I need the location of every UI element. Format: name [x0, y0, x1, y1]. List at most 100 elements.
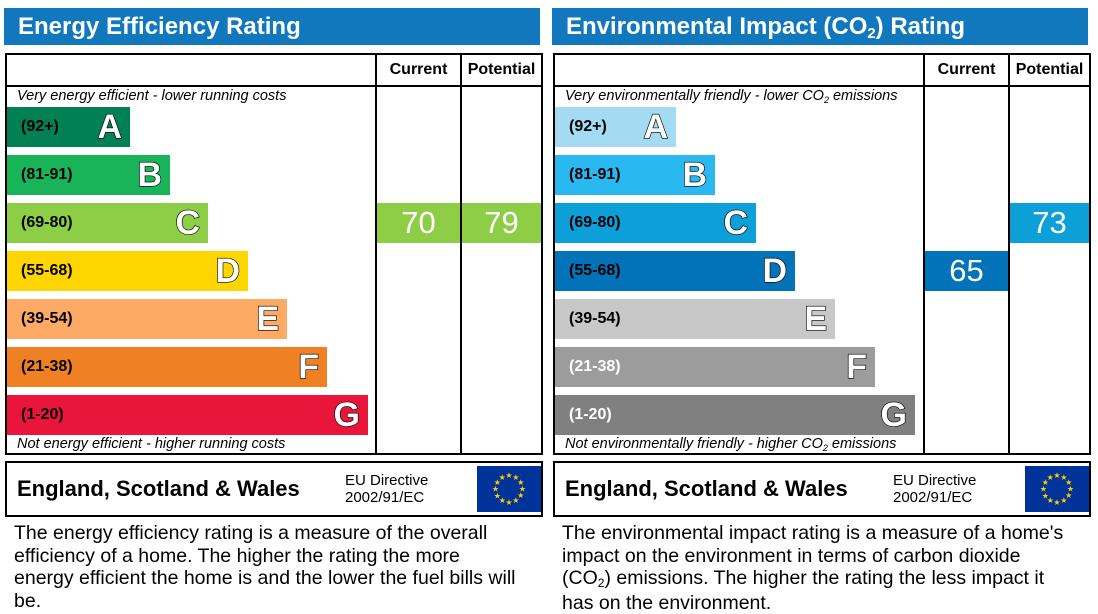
region-label: England, Scotland & Wales — [565, 476, 848, 501]
band-letter: F — [846, 347, 868, 386]
environmental-description: The environmental impact rating is a mea… — [562, 522, 1064, 614]
band-letter: D — [762, 251, 788, 290]
band-bar: (39-54) E — [7, 299, 287, 339]
band-letter: C — [723, 203, 749, 242]
current-rating-value: 70 — [377, 203, 460, 243]
svg-text:★: ★ — [1042, 478, 1049, 487]
band-letter: B — [137, 155, 163, 194]
svg-text:★: ★ — [1040, 485, 1047, 494]
top-caption: Very energy efficient - lower running co… — [17, 88, 287, 104]
potential-column-header: Potential — [1015, 61, 1084, 78]
rating-band-g: (1-20) G — [555, 395, 915, 435]
svg-text:★: ★ — [499, 473, 506, 482]
eu-flag: ★ ★★★★★★★★★★★ — [477, 466, 541, 512]
current-column-header: Current — [389, 61, 448, 78]
bottom-caption: Not environmentally friendly - higher CO… — [565, 436, 897, 453]
band-range-label: (81-91) — [569, 166, 621, 183]
band-bar: (69-80) C — [7, 203, 208, 243]
eu-directive-label: EU Directive 2002/91/EC — [345, 472, 429, 506]
band-bar: (21-38) F — [7, 347, 327, 387]
rating-band-c: (69-80) C — [7, 203, 208, 243]
svg-text:★: ★ — [1060, 473, 1067, 482]
current-column-header: Current — [937, 61, 996, 78]
svg-text:★: ★ — [512, 473, 519, 482]
svg-text:★: ★ — [494, 491, 501, 500]
column-header-row: Current Potential — [555, 55, 1089, 87]
svg-text:★: ★ — [1053, 498, 1060, 507]
band-range-label: (1-20) — [569, 406, 612, 423]
current-rating-value: 65 — [925, 251, 1008, 291]
environmental-title-bar: Environmental Impact (CO2) Rating — [552, 8, 1088, 45]
band-letter: F — [298, 347, 320, 386]
eu-flag: ★ ★★★★★★★★★★★ — [1025, 466, 1089, 512]
band-bar: (92+) A — [7, 107, 130, 147]
svg-text:★: ★ — [517, 491, 524, 500]
svg-text:★: ★ — [512, 496, 519, 505]
rating-band-a: (92+) A — [555, 107, 676, 147]
band-letter: B — [682, 155, 708, 194]
environmental-footer: England, Scotland & Wales EU Directive 2… — [553, 461, 1091, 517]
energy-footer: England, Scotland & Wales EU Directive 2… — [5, 461, 543, 517]
band-range-label: (21-38) — [21, 358, 73, 375]
svg-text:★: ★ — [505, 471, 512, 480]
svg-text:★: ★ — [1065, 478, 1072, 487]
environmental-impact-panel: Environmental Impact (CO2) Rating Curren… — [548, 0, 1097, 614]
rating-band-e: (39-54) E — [7, 299, 287, 339]
band-letter: C — [175, 203, 201, 242]
bottom-caption: Not energy efficient - higher running co… — [17, 436, 286, 452]
potential-rating-value: 73 — [1010, 203, 1089, 243]
rating-band-e: (39-54) E — [555, 299, 835, 339]
energy-description: The energy efficiency rating is a measur… — [14, 522, 516, 612]
rating-band-d: (55-68) D — [7, 251, 248, 291]
band-range-label: (39-54) — [21, 310, 73, 327]
band-range-label: (21-38) — [569, 358, 621, 375]
band-letter: D — [215, 251, 241, 290]
svg-text:★: ★ — [517, 478, 524, 487]
svg-text:★: ★ — [1067, 485, 1074, 494]
column-divider — [460, 55, 462, 453]
band-bar: (1-20) G — [7, 395, 368, 435]
column-divider — [375, 55, 377, 453]
band-range-label: (69-80) — [21, 214, 73, 231]
eu-directive-label: EU Directive 2002/91/EC — [893, 472, 977, 506]
column-header-row: Current Potential — [7, 55, 541, 87]
band-letter: E — [804, 299, 828, 338]
band-bar: (39-54) E — [555, 299, 835, 339]
environmental-rating-chart: Current Potential Very environmentally f… — [553, 53, 1091, 455]
svg-text:★: ★ — [1047, 496, 1054, 505]
rating-band-f: (21-38) F — [7, 347, 327, 387]
panel-title: Environmental Impact (CO2) Rating — [566, 12, 965, 42]
band-range-label: (55-68) — [21, 262, 73, 279]
band-range-label: (55-68) — [569, 262, 621, 279]
rating-band-g: (1-20) G — [7, 395, 368, 435]
rating-band-c: (69-80) C — [555, 203, 756, 243]
band-bar: (21-38) F — [555, 347, 875, 387]
potential-column-header: Potential — [467, 61, 536, 78]
svg-text:★: ★ — [1065, 491, 1072, 500]
rating-band-b: (81-91) B — [555, 155, 715, 195]
band-bar: (92+) A — [555, 107, 676, 147]
svg-text:★: ★ — [1053, 471, 1060, 480]
band-range-label: (92+) — [21, 118, 59, 135]
energy-title-bar: Energy Efficiency Rating — [4, 8, 540, 45]
rating-band-f: (21-38) F — [555, 347, 875, 387]
band-range-label: (1-20) — [21, 406, 64, 423]
rating-band-d: (55-68) D — [555, 251, 795, 291]
svg-text:★: ★ — [519, 485, 526, 494]
energy-rating-chart: Current Potential Very energy efficient … — [5, 53, 543, 455]
band-bar: (1-20) G — [555, 395, 915, 435]
column-divider — [923, 55, 925, 453]
band-letter: G — [333, 395, 361, 434]
band-bar: (69-80) C — [555, 203, 756, 243]
svg-text:★: ★ — [494, 478, 501, 487]
band-range-label: (92+) — [569, 118, 607, 135]
svg-text:★: ★ — [492, 485, 499, 494]
band-range-label: (81-91) — [21, 166, 73, 183]
band-bar: (55-68) D — [555, 251, 795, 291]
svg-text:★: ★ — [1042, 491, 1049, 500]
band-bar: (55-68) D — [7, 251, 248, 291]
column-divider — [1008, 55, 1010, 453]
svg-text:★: ★ — [1047, 473, 1054, 482]
band-letter: E — [256, 299, 280, 338]
top-caption: Very environmentally friendly - lower CO… — [565, 88, 898, 105]
